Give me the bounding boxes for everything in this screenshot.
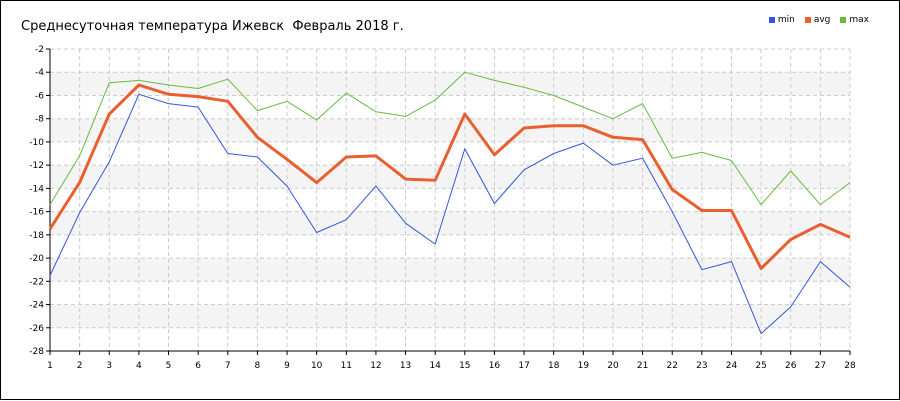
x-tick-label: 19 [578,361,590,371]
x-tick-label: 12 [370,361,381,371]
x-tick-label: 10 [311,361,323,371]
x-tick-label: 6 [195,361,201,371]
x-tick-label: 11 [341,361,352,371]
x-tick-label: 26 [785,361,797,371]
series-line-avg [48,83,851,270]
legend-label-max: max [849,15,869,25]
legend-item-max: max [840,15,869,25]
legend-item-avg: avg [804,15,831,25]
legend: min avg max [768,15,869,25]
grid-band [50,258,850,282]
x-tick-label: 4 [136,361,142,371]
x-tick-label: 9 [284,361,290,371]
x-tick-label: 15 [459,361,470,371]
x-tick-label: 2 [77,361,83,371]
x-tick-label: 21 [637,361,648,371]
x-tick-label: 13 [400,361,411,371]
y-tick-label: -4 [35,68,44,78]
y-tick-label: -10 [29,138,44,148]
y-tick-label: -18 [29,231,44,241]
grid-band [50,72,850,96]
legend-label-avg: avg [813,15,831,25]
y-tick-label: -14 [29,184,44,194]
y-tick-label: -26 [29,324,44,334]
x-tick-label: 28 [844,361,856,371]
x-tick-label: 24 [726,361,738,371]
legend-swatch-avg [804,17,811,23]
legend-swatch-min [768,17,775,23]
y-tick-label: -16 [29,208,44,218]
y-tick-label: -20 [29,254,44,264]
legend-item-min: min [768,15,795,25]
y-tick-label: -24 [29,301,44,311]
legend-label-min: min [777,15,795,25]
y-tick-label: -6 [35,91,44,101]
x-tick-label: 7 [225,361,231,371]
x-tick-label: 8 [255,361,261,371]
x-tick-label: 22 [666,361,677,371]
x-tick-label: 1 [47,361,53,371]
chart-title: Среднесуточная температура Ижевск Феврал… [21,19,404,34]
y-tick-label: -22 [29,277,44,287]
grid-band [50,211,850,235]
grid-band [50,118,850,142]
x-tick-label: 18 [548,361,560,371]
x-tick-label: 27 [815,361,826,371]
series-line-min [49,93,851,335]
grid-band [50,304,850,328]
y-tick-label: -12 [29,161,44,171]
y-tick-label: -8 [35,115,44,125]
y-tick-label: -2 [35,45,44,55]
grid-band [50,165,850,189]
x-tick-label: 16 [489,361,501,371]
x-tick-label: 25 [755,361,766,371]
x-tick-label: 20 [607,361,619,371]
x-tick-label: 14 [429,361,441,371]
legend-swatch-max [840,17,847,23]
x-tick-label: 5 [166,361,172,371]
x-tick-label: 23 [696,361,707,371]
x-tick-label: 3 [106,361,112,371]
series-line-max [49,71,851,206]
y-tick-label: -28 [29,347,44,357]
x-tick-label: 17 [518,361,529,371]
